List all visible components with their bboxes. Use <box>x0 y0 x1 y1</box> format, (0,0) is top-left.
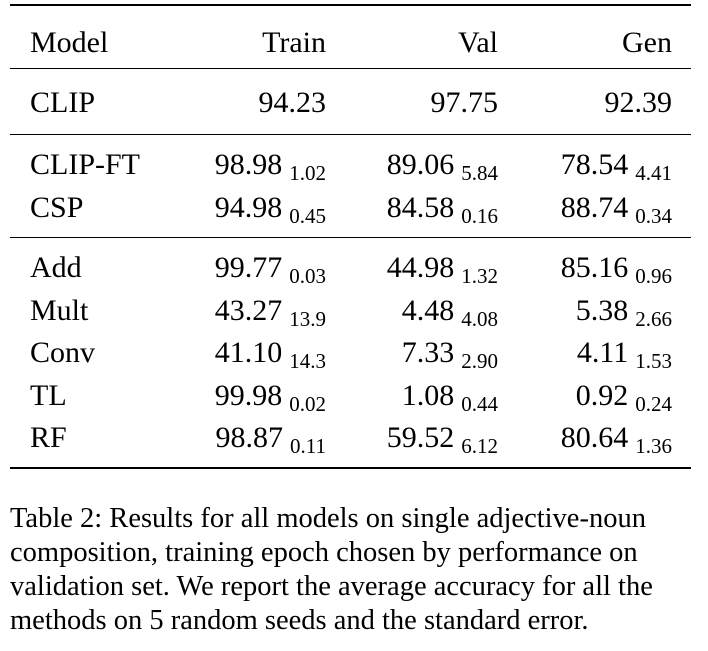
train-value: 98.87 <box>215 421 284 454</box>
train-std-error: 13.9 <box>289 307 326 331</box>
train-value: 94.23 <box>258 86 327 119</box>
val-std-error: 0.16 <box>461 204 498 228</box>
val-value: 1.08 <box>401 379 455 412</box>
table-row: TL 99.98 0.02 1.08 0.44 0.92 0.24 <box>0 376 708 416</box>
gen-value: 88.74 <box>560 191 629 224</box>
val-value: 84.58 <box>386 191 455 224</box>
header-row: Model Train Val Gen <box>0 23 708 63</box>
train-std-error: 0.03 <box>289 264 326 288</box>
val-value: 7.33 <box>401 336 455 369</box>
train-value: 41.10 <box>214 336 283 369</box>
header-gen: Gen <box>622 26 672 59</box>
gen-cell: 0.92 0.24 <box>576 376 672 418</box>
model-name: Add <box>30 251 82 284</box>
table-row: CLIP-FT 98.98 1.02 89.06 5.84 78.54 4.41 <box>0 145 708 185</box>
val-value: 4.48 <box>401 294 455 327</box>
train-cell: 43.27 13.9 <box>215 291 326 333</box>
model-name: CSP <box>30 191 84 224</box>
gen-cell: 5.38 2.66 <box>576 291 672 333</box>
val-cell: 4.48 4.08 <box>402 291 498 333</box>
gen-cell: 88.74 0.34 <box>561 188 672 230</box>
model-name: Mult <box>30 294 89 327</box>
val-std-error: 2.90 <box>461 349 498 373</box>
val-cell: 1.08 0.44 <box>402 376 498 418</box>
header-rule <box>10 68 691 70</box>
train-cell: 99.77 0.03 <box>215 248 326 290</box>
train-value: 98.98 <box>214 148 283 181</box>
val-cell: 89.06 5.84 <box>387 145 498 187</box>
gen-cell: 85.16 0.96 <box>561 248 672 290</box>
val-std-error: 0.44 <box>461 392 498 416</box>
header-val: Val <box>458 26 498 59</box>
gen-std-error: 1.36 <box>635 434 672 458</box>
table-row: RF 98.87 0.11 59.52 6.12 80.64 1.36 <box>0 418 708 458</box>
train-cell: 99.98 0.02 <box>215 376 326 418</box>
model-name: CLIP <box>30 86 96 119</box>
group-rule <box>10 237 691 239</box>
gen-value: 4.11 <box>576 336 629 369</box>
gen-value: 5.38 <box>575 294 629 327</box>
train-std-error: 0.02 <box>289 392 326 416</box>
gen-std-error: 0.24 <box>635 392 672 416</box>
val-cell: 97.75 <box>431 83 499 123</box>
model-name: RF <box>30 421 67 454</box>
train-cell: 98.87 0.11 <box>216 418 326 460</box>
header-train: Train <box>262 26 326 59</box>
train-value: 94.98 <box>214 191 283 224</box>
gen-value: 80.64 <box>560 421 629 454</box>
val-std-error: 5.84 <box>461 161 498 185</box>
table-row: Add 99.77 0.03 44.98 1.32 85.16 0.96 <box>0 248 708 288</box>
gen-value: 0.92 <box>575 379 629 412</box>
header-model: Model <box>30 26 109 59</box>
val-std-error: 1.32 <box>461 264 498 288</box>
val-value: 44.98 <box>386 251 455 284</box>
val-cell: 84.58 0.16 <box>387 188 498 230</box>
model-name: CLIP-FT <box>30 148 141 181</box>
train-cell: 41.10 14.3 <box>215 333 326 375</box>
val-cell: 59.52 6.12 <box>387 418 498 460</box>
model-name: TL <box>30 379 67 412</box>
train-value: 99.98 <box>214 379 283 412</box>
train-cell: 98.98 1.02 <box>215 145 326 187</box>
gen-std-error: 0.96 <box>635 264 672 288</box>
train-cell: 94.98 0.45 <box>215 188 326 230</box>
gen-cell: 4.11 1.53 <box>577 333 672 375</box>
group-rule <box>10 134 691 136</box>
bottom-rule <box>10 467 691 469</box>
train-std-error: 0.45 <box>289 204 326 228</box>
model-name: Conv <box>30 336 96 369</box>
table-row: CLIP 94.23 97.75 92.39 <box>0 83 708 123</box>
gen-value: 85.16 <box>560 251 629 284</box>
train-std-error: 14.3 <box>289 349 326 373</box>
train-value: 99.77 <box>214 251 283 284</box>
gen-std-error: 4.41 <box>635 161 672 185</box>
val-cell: 7.33 2.90 <box>402 333 498 375</box>
val-cell: 44.98 1.32 <box>387 248 498 290</box>
table-row: Conv 41.10 14.3 7.33 2.90 4.11 1.53 <box>0 333 708 373</box>
top-rule <box>10 4 691 6</box>
gen-value: 92.39 <box>604 86 673 119</box>
gen-std-error: 1.53 <box>635 349 672 373</box>
val-value: 59.52 <box>386 421 455 454</box>
train-cell: 94.23 <box>259 83 327 123</box>
val-value: 97.75 <box>430 86 499 119</box>
gen-cell: 78.54 4.41 <box>561 145 672 187</box>
gen-cell: 80.64 1.36 <box>561 418 672 460</box>
train-value: 43.27 <box>214 294 283 327</box>
gen-cell: 92.39 <box>605 83 673 123</box>
val-std-error: 6.12 <box>461 434 498 458</box>
table-row: CSP 94.98 0.45 84.58 0.16 88.74 0.34 <box>0 188 708 228</box>
gen-std-error: 0.34 <box>635 204 672 228</box>
table-row: Mult 43.27 13.9 4.48 4.08 5.38 2.66 <box>0 291 708 331</box>
train-std-error: 0.11 <box>290 434 326 458</box>
train-std-error: 1.02 <box>289 161 326 185</box>
gen-value: 78.54 <box>560 148 629 181</box>
gen-std-error: 2.66 <box>635 307 672 331</box>
val-std-error: 4.08 <box>461 307 498 331</box>
val-value: 89.06 <box>386 148 455 181</box>
table-caption: Table 2: Results for all models on singl… <box>10 503 653 636</box>
